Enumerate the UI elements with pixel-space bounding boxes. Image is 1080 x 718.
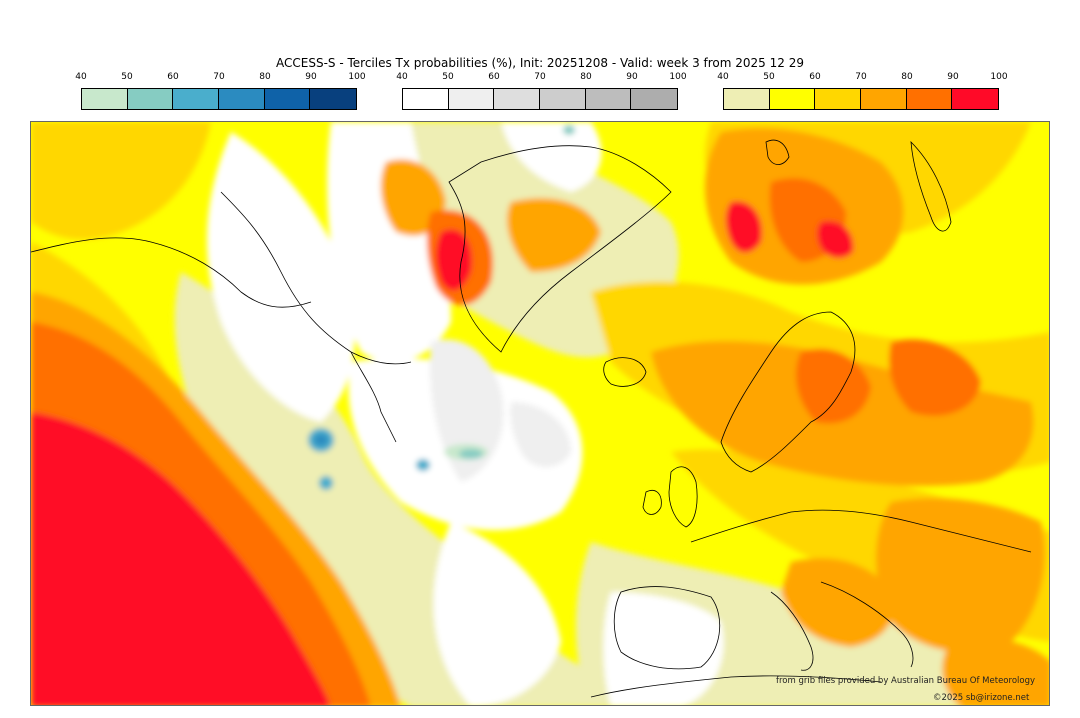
- field-white-canada: [207, 132, 355, 422]
- probability-field: [31, 122, 1049, 705]
- coast-scandinavia: [720, 311, 856, 473]
- coastlines: [31, 139, 1032, 698]
- field-red-barents: [817, 221, 854, 259]
- coast-canada-north: [31, 237, 312, 308]
- coast-iceland: [603, 357, 647, 387]
- coast-britain: [668, 466, 698, 528]
- field-teal-spot-arctic: [563, 125, 575, 135]
- coast-greenland: [448, 145, 672, 353]
- legend-swatch: [631, 89, 678, 109]
- legend-swatch: [906, 89, 953, 109]
- colorbar-near-normal: [402, 88, 678, 110]
- field-darkorange-russia: [889, 339, 981, 416]
- legend-tick: 90: [947, 72, 959, 82]
- legend-tick: 50: [442, 72, 454, 82]
- legend-tick: 60: [809, 72, 821, 82]
- coast-north-africa: [590, 675, 882, 698]
- coast-ireland: [642, 490, 662, 515]
- legend-swatch: [219, 89, 265, 109]
- legend-tick: 40: [396, 72, 408, 82]
- copyright-credit: ©2025 sb@irizone.net: [933, 693, 1030, 703]
- legend-swatch: [127, 89, 174, 109]
- field-white-southatlantic: [433, 522, 561, 705]
- legend-swatch: [724, 89, 770, 109]
- coast-balkans: [820, 581, 914, 668]
- legend-swatch: [494, 89, 541, 109]
- legend-tick: 80: [580, 72, 592, 82]
- legend-near-normal: 40 50 60 70 80 90 100: [396, 72, 687, 114]
- field-orange-balkans: [781, 558, 894, 647]
- legend-below-normal: 40 50 60 70 80 90 100: [75, 72, 366, 114]
- legend-tick: 50: [121, 72, 133, 82]
- legend-swatch: [585, 89, 632, 109]
- colorbar-below-normal: [81, 88, 357, 110]
- legend-swatch: [540, 89, 586, 109]
- legend-tick: 70: [534, 72, 546, 82]
- field-red-southwest: [31, 412, 331, 705]
- field-orange-greenland-ne: [507, 198, 601, 272]
- map-canvas: [31, 122, 1049, 705]
- legend-swatch: [769, 89, 816, 109]
- legend-swatch: [264, 89, 311, 109]
- data-source-credit: from grib files provided by Australian B…: [776, 676, 1036, 686]
- field-teal-spot: [459, 449, 483, 459]
- legend-tick: 40: [75, 72, 87, 82]
- legend-tick: 100: [348, 72, 366, 82]
- field-darkblue-spot-1: [314, 434, 328, 446]
- coast-labrador: [350, 351, 397, 443]
- legend-tick: 100: [990, 72, 1008, 82]
- legend-tick: 50: [763, 72, 775, 82]
- field-red-scandinavia: [725, 201, 762, 253]
- coast-hudson: [220, 191, 412, 365]
- map-title: ACCESS-S - Terciles Tx probabilities (%)…: [276, 56, 804, 70]
- legend-tick: 70: [855, 72, 867, 82]
- coast-novaya-zemlya: [910, 140, 952, 232]
- field-grey-east: [510, 402, 571, 467]
- coast-spitsbergen: [765, 139, 790, 165]
- legend-ticks: 40 50 60 70 80 90 100: [717, 72, 1007, 84]
- legend-tick: 70: [213, 72, 225, 82]
- field-white-greenland-east: [501, 122, 602, 192]
- legend-tick: 40: [717, 72, 729, 82]
- coast-europe-mainland: [690, 509, 1032, 553]
- legend-tick: 60: [488, 72, 500, 82]
- legend-ticks: 40 50 60 70 80 90 100: [396, 72, 686, 84]
- probability-map: [30, 121, 1050, 706]
- field-blue-spot-2: [319, 476, 333, 490]
- legend-ticks: 40 50 60 70 80 90 100: [75, 72, 365, 84]
- colorbar-above-normal: [723, 88, 999, 110]
- legend-swatch: [861, 89, 907, 109]
- field-orange-turkey: [942, 638, 1049, 705]
- legend-swatch: [815, 89, 862, 109]
- coast-iberia: [613, 586, 721, 670]
- legend-swatch: [82, 89, 128, 109]
- legend-tick: 90: [305, 72, 317, 82]
- legend-tick: 80: [259, 72, 271, 82]
- legend-tick: 60: [167, 72, 179, 82]
- legend-above-normal: 40 50 60 70 80 90 100: [717, 72, 1008, 114]
- field-orange-easteurope: [876, 498, 1045, 653]
- legend-tick: 90: [626, 72, 638, 82]
- legend-swatch: [173, 89, 220, 109]
- legend-swatch: [448, 89, 495, 109]
- legend-tick: 100: [669, 72, 687, 82]
- coast-italy: [770, 591, 814, 671]
- field-white-iberia: [603, 592, 724, 705]
- legend-tick: 80: [901, 72, 913, 82]
- field-gold-north-canada: [31, 122, 211, 240]
- field-blue-spot-3: [416, 459, 430, 471]
- field-grey-midatlantic: [430, 339, 504, 482]
- legend-swatch: [310, 89, 357, 109]
- field-red-greenland: [435, 229, 472, 291]
- legend-swatch: [952, 89, 999, 109]
- legend-swatch: [403, 89, 449, 109]
